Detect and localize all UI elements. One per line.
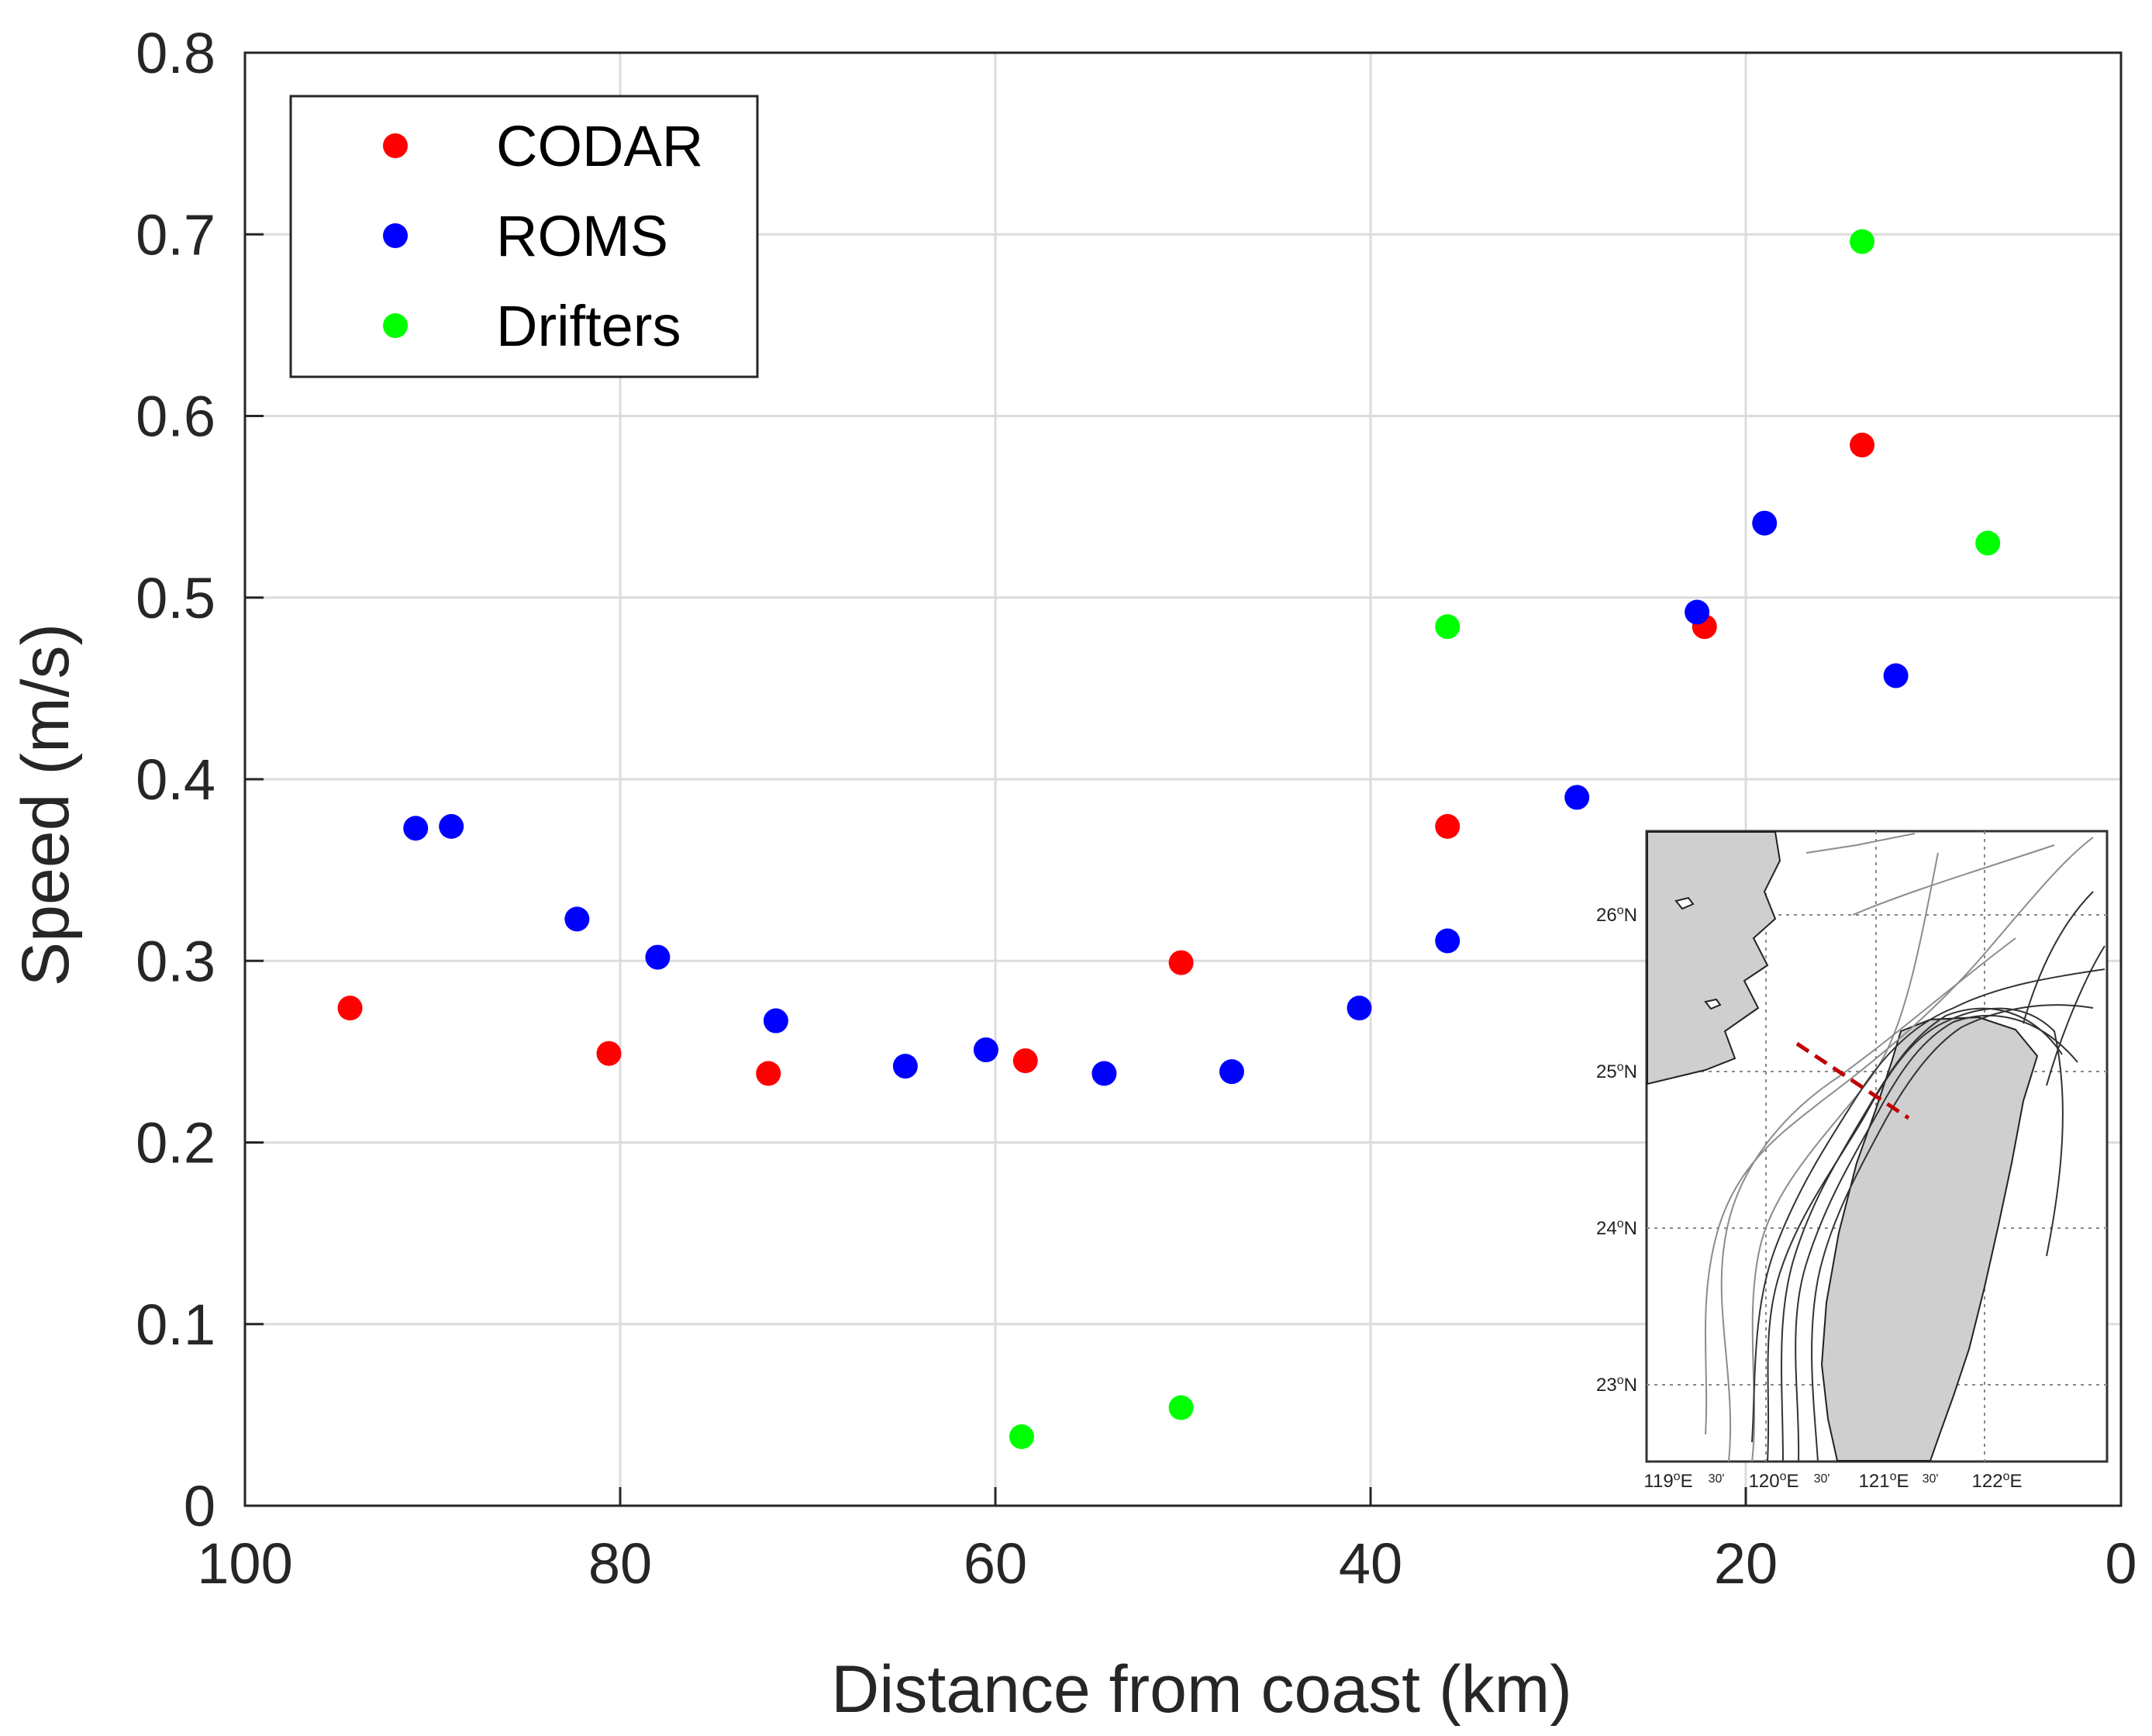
inset-lon-label: 122oE bbox=[1972, 1470, 2023, 1492]
point-roms bbox=[403, 816, 429, 841]
point-roms bbox=[1219, 1059, 1244, 1085]
point-codar bbox=[337, 996, 363, 1021]
inset-lat-label: 23oN bbox=[1596, 1374, 1637, 1396]
point-roms bbox=[1564, 785, 1590, 810]
island-small-2 bbox=[1704, 998, 1722, 1010]
inset-lat-label: 24oN bbox=[1596, 1217, 1637, 1239]
point-drifters bbox=[1168, 1395, 1194, 1420]
point-roms bbox=[1347, 996, 1372, 1021]
point-drifters bbox=[1975, 530, 2001, 556]
legend-label-codar: CODAR bbox=[496, 114, 703, 178]
y-tick-label: 0.1 bbox=[136, 1293, 216, 1357]
point-drifters bbox=[1435, 614, 1461, 640]
legend-marker-drifters bbox=[383, 313, 408, 338]
drifter-tracks-dark bbox=[1751, 891, 2105, 1462]
x-tick-label: 100 bbox=[197, 1531, 292, 1596]
y-tick-label: 0 bbox=[184, 1474, 216, 1538]
point-roms bbox=[1752, 510, 1778, 536]
point-roms bbox=[645, 944, 671, 970]
inset-minute-label: 30' bbox=[1814, 1472, 1830, 1486]
point-codar bbox=[1168, 950, 1194, 975]
inset-minute-label: 30' bbox=[1709, 1472, 1725, 1486]
point-roms bbox=[1685, 599, 1710, 625]
inset-lon-label: 121oE bbox=[1859, 1470, 1909, 1492]
y-tick-label: 0.2 bbox=[136, 1111, 216, 1175]
inset-lon-label: 120oE bbox=[1749, 1470, 1799, 1492]
island-small-1 bbox=[1674, 896, 1695, 910]
y-tick-label: 0.8 bbox=[136, 21, 216, 85]
point-roms bbox=[892, 1054, 918, 1079]
y-tick-label: 0.3 bbox=[136, 929, 216, 993]
point-codar bbox=[596, 1041, 622, 1066]
point-roms bbox=[1092, 1061, 1117, 1086]
legend-label-drifters: Drifters bbox=[496, 294, 681, 358]
y-tick-label: 0.4 bbox=[136, 747, 216, 812]
inset-map: 26oN 25oN 24oN 23oN 119oE 120oE 121oE 122oE 30'… bbox=[1596, 830, 2109, 1492]
legend: CODAR ROMS Drifters bbox=[289, 95, 759, 378]
inset-lon-label: 119oE bbox=[1643, 1470, 1692, 1492]
legend-box bbox=[289, 95, 759, 378]
x-axis-title: Distance from coast (km) bbox=[831, 1652, 1572, 1727]
point-codar bbox=[1012, 1048, 1038, 1074]
inset-lat-label: 26oN bbox=[1596, 904, 1637, 926]
tick-labels: 100 80 60 40 20 0 0 0.1 0.2 0.3 0.4 0.5 0.6 0.7 0.8 bbox=[136, 21, 2136, 1596]
transect-line bbox=[1795, 1041, 1910, 1120]
point-drifters bbox=[1850, 229, 1875, 254]
inset-lat-label: 25oN bbox=[1596, 1061, 1637, 1082]
y-tick-label: 0.6 bbox=[136, 385, 216, 449]
legend-marker-roms bbox=[383, 223, 408, 248]
y-tick-label: 0.5 bbox=[136, 566, 216, 630]
point-roms bbox=[763, 1008, 788, 1034]
inset-minute-label: 30' bbox=[1923, 1472, 1939, 1486]
point-codar bbox=[756, 1061, 781, 1086]
point-codar bbox=[1435, 813, 1461, 839]
inset-latitude-labels: 26oN 25oN 24oN 23oN bbox=[1596, 904, 1637, 1396]
x-tick-label: 80 bbox=[588, 1531, 652, 1596]
axes bbox=[243, 51, 2123, 1507]
data-points bbox=[337, 229, 2001, 1449]
x-tick-label: 0 bbox=[2105, 1531, 2136, 1596]
legend-label-roms: ROMS bbox=[496, 204, 668, 268]
taiwan-island bbox=[1820, 1016, 2039, 1462]
inset-longitude-labels: 119oE 120oE 121oE 122oE 30' 30' 30' bbox=[1643, 1470, 2022, 1492]
x-tick-label: 20 bbox=[1714, 1531, 1778, 1596]
point-drifters bbox=[1009, 1424, 1034, 1449]
plot-frame bbox=[243, 51, 2123, 1507]
point-roms bbox=[1883, 663, 1909, 689]
point-roms bbox=[439, 813, 464, 839]
point-codar bbox=[1850, 432, 1875, 457]
x-tick-label: 40 bbox=[1339, 1531, 1402, 1596]
y-tick-label: 0.7 bbox=[136, 202, 216, 267]
point-roms bbox=[973, 1037, 998, 1063]
point-roms bbox=[564, 906, 590, 932]
x-tick-label: 60 bbox=[964, 1531, 1027, 1596]
point-roms bbox=[1435, 928, 1461, 954]
legend-marker-codar bbox=[383, 133, 408, 158]
drifter-tracks-light bbox=[1705, 833, 2094, 1462]
y-axis-title: Speed (m/s) bbox=[9, 623, 83, 986]
mainland-coast bbox=[1647, 831, 1781, 1085]
